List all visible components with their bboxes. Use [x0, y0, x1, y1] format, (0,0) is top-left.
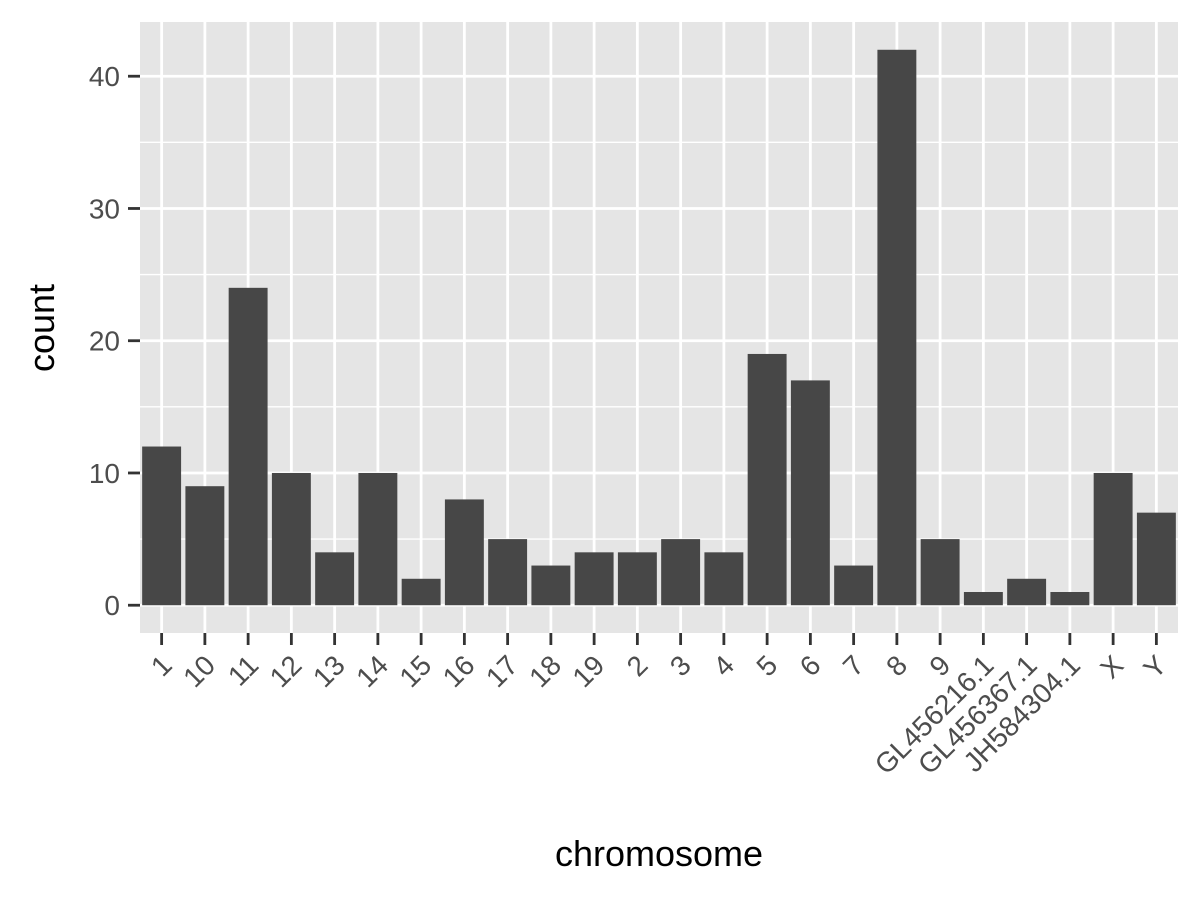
bar: [488, 539, 528, 606]
y-tick-label: 10: [89, 458, 120, 489]
bar: [1136, 512, 1176, 606]
y-axis-title: count: [21, 284, 62, 372]
bar: [1093, 472, 1133, 606]
bars: [142, 49, 1176, 606]
bar: [920, 539, 960, 606]
bar: [444, 499, 484, 606]
bar: [1050, 592, 1090, 606]
bar: [617, 552, 657, 606]
y-tick-label: 30: [89, 193, 120, 224]
plot-panel: [140, 22, 1178, 633]
bar: [228, 287, 268, 606]
x-axis-title: chromosome: [555, 833, 763, 874]
bar: [185, 486, 225, 606]
bar: [704, 552, 744, 606]
bar: [574, 552, 614, 606]
bar: [747, 353, 787, 606]
bar: [315, 552, 355, 606]
bar: [963, 592, 1003, 606]
bar: [142, 446, 182, 606]
bar: [1007, 578, 1047, 606]
y-tick-label: 20: [89, 326, 120, 357]
bar: [401, 578, 441, 606]
y-tick-label: 40: [89, 61, 120, 92]
bar: [834, 565, 874, 606]
bar: [661, 539, 701, 606]
y-tick-label: 0: [104, 590, 120, 621]
bar: [790, 380, 830, 606]
bar: [877, 49, 917, 606]
minor-gridlines: [140, 141, 1178, 540]
bar: [358, 472, 398, 606]
bar: [271, 472, 311, 606]
bar: [531, 565, 571, 606]
y-axis: 0 10 20 30 40: [89, 61, 140, 621]
